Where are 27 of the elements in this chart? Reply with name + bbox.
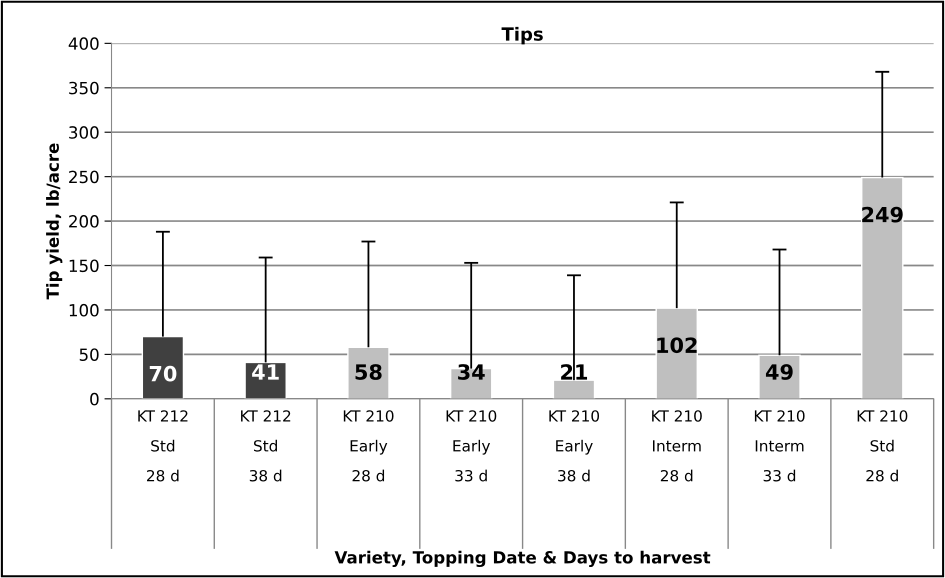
y-tick-label: 250 bbox=[69, 170, 99, 184]
x-tick-label: KT 212 Std 38 d bbox=[241, 410, 290, 482]
x-tick-label: KT 210 Early 28 d bbox=[344, 410, 394, 482]
y-tick-label: 0 bbox=[90, 392, 99, 406]
data-label: 49 bbox=[766, 364, 793, 380]
x-tick-label: KT 210 Early 33 d bbox=[446, 410, 496, 482]
y-tick-label: 100 bbox=[70, 304, 99, 317]
x-tick-label: KT 210 Early 38 d bbox=[549, 410, 600, 482]
y-tick-label: 50 bbox=[80, 348, 99, 361]
y-tick-label: 400 bbox=[68, 37, 99, 50]
data-label: 102 bbox=[657, 337, 697, 354]
data-label: 58 bbox=[356, 364, 382, 380]
data-label: 70 bbox=[150, 366, 176, 382]
x-axis-title: Variety, Topping Date & Days to harvest bbox=[334, 550, 710, 568]
y-tick-label: 350 bbox=[69, 82, 99, 94]
category-label: KT 210 Interm 33 d bbox=[754, 410, 805, 482]
y-axis-title: Tip yield, lb/acre bbox=[46, 143, 62, 300]
data-label: 249 bbox=[862, 206, 903, 222]
data-label: 41 bbox=[252, 364, 279, 380]
y-tick-label: 150 bbox=[70, 259, 99, 272]
chart-title: Tips bbox=[502, 26, 543, 44]
y-tick-label: 200 bbox=[69, 215, 99, 228]
x-tick-label: KT 212 Std 28 d bbox=[138, 410, 188, 482]
data-label: 34 bbox=[458, 364, 485, 380]
category-label: KT 210 Interm 28 d bbox=[652, 410, 702, 482]
x-tick-label: KT 210 Std 28 d bbox=[858, 410, 908, 482]
y-tick-label: 300 bbox=[69, 126, 99, 139]
